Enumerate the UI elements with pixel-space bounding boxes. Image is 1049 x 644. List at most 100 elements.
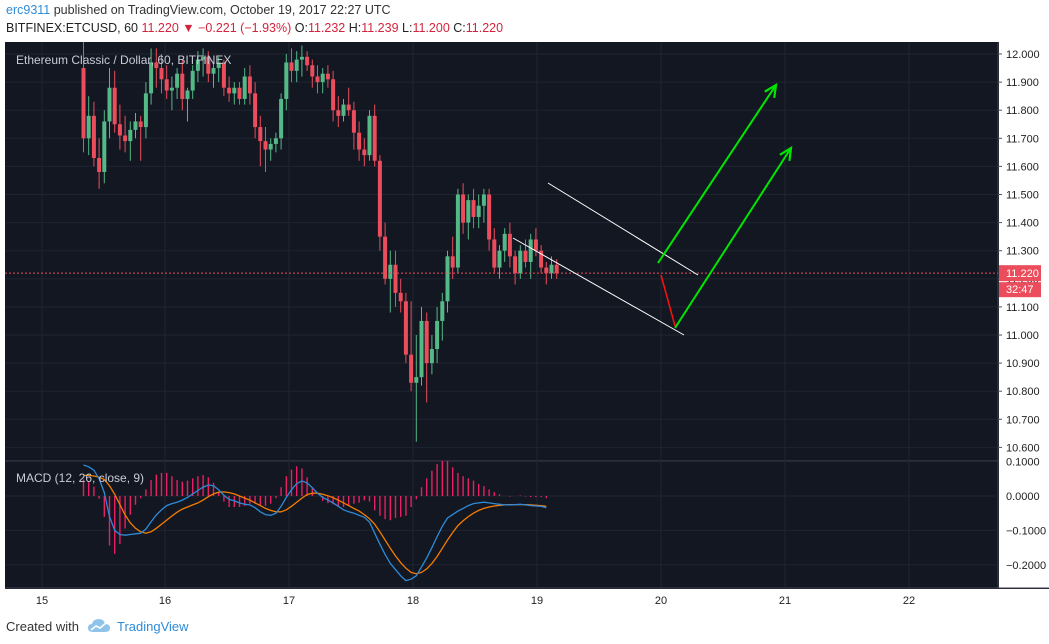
y-tick-label: 11.800 [1006,105,1039,117]
candle-body [149,62,154,94]
projection-arrow-upper [657,84,777,264]
x-tick-label: 21 [779,595,791,607]
publish-info: erc9311 published on TradingView.com, Oc… [6,3,391,17]
candle-body [341,104,346,116]
candle-body [263,141,268,150]
chart-area[interactable]: Ethereum Classic / Dollar, 60, BITFINEX M… [5,39,1049,612]
candle-body [409,354,414,383]
y-tick-label: 10.800 [1006,386,1040,398]
candle-body [190,70,195,91]
down-triangle-icon: ▼ [182,21,195,35]
candle-body [549,264,554,274]
macd-layer [82,460,547,582]
y-tick-label: 11.500 [1006,190,1039,202]
macd-tick-label: −0.1000 [1006,525,1046,537]
last-price: 11.220 [141,21,179,35]
candle-body [372,115,377,161]
tradingview-link[interactable]: TradingView [116,618,189,634]
candles-layer [5,39,998,442]
chart-svg[interactable]: Ethereum Classic / Dollar, 60, BITFINEX M… [5,39,1049,612]
symbol-bar: BITFINEX:ETCUSD, 60 11.220 ▼ −0.221 (−1.… [6,21,503,35]
close-label: C: [453,21,466,35]
drop-projection-line [660,274,676,327]
candle-body [336,110,341,116]
projection-arrow-upper-head [764,82,778,99]
candle-body [487,194,492,240]
candle-body [159,68,164,80]
candle-body [97,157,102,173]
y-tick-label: 10.700 [1006,414,1040,426]
candle-body [237,87,242,99]
macd-tick-label: 0.0000 [1006,491,1040,503]
countdown-tag [999,282,1041,298]
candle-body [216,62,221,69]
open-value: 11.232 [307,21,346,35]
candle-body [362,149,367,156]
candle-body [138,121,143,128]
candle-body [539,250,544,268]
candle-body [346,104,351,111]
candle-body [268,143,273,150]
channel-lower-line [512,237,685,336]
symbol-label: BITFINEX:ETCUSD, 60 [6,21,138,35]
candle-body [143,93,148,128]
low-value: 11.200 [412,21,450,35]
candle-body [175,73,180,88]
low-label: L: [402,21,413,35]
grid-lines [5,42,1049,612]
candle-body [461,194,466,223]
candle-body [476,205,481,217]
candle-body [294,59,299,71]
candle-body [367,115,372,156]
publish-text: published on TradingView.com, October 19… [53,3,391,17]
candle-body [180,73,185,99]
candle-body [419,320,424,378]
candle-body [455,194,460,268]
candle-body [305,56,310,66]
y-tick-label: 11.700 [1006,133,1039,145]
time-axis-strip [5,589,1049,612]
projection-arrow-lower-head [779,145,793,162]
candle-body [107,87,112,122]
axes-layer: 15 16 17 18 19 20 21 22 12.000 11.900 11.800 11.700… [36,49,1046,607]
candle-body [424,320,429,364]
candle-body [242,76,247,99]
tradingview-cloud-icon [87,619,110,632]
open-label: O: [294,21,308,35]
candle-body [320,73,325,83]
candle-body [523,250,528,262]
candle-body [227,87,232,94]
candle-body [435,320,440,350]
y-tick-label: 11.000 [1006,330,1039,342]
x-tick-label: 15 [36,595,48,607]
candle-body [206,56,211,74]
y-tick-label: 11.100 [1006,302,1039,314]
candle-body [81,68,86,139]
x-tick-label: 20 [655,595,667,607]
candle-body [513,256,518,274]
candle-body [284,62,289,99]
candle-body [247,76,252,94]
candle-body [185,90,190,99]
candle-body [357,132,362,150]
candle-body [528,239,533,262]
signal-line [83,474,547,575]
candle-body [351,110,356,133]
candle-body [414,377,419,383]
candle-body [102,121,107,173]
candle-body [195,59,200,71]
last-price-tag [999,265,1041,282]
candle-body [518,250,523,274]
y-tick-label: 11.900 [1006,77,1039,89]
candle-body [211,68,216,74]
macd-line [83,464,547,582]
candle-body [554,264,559,274]
candle-body [507,233,512,257]
candle-body [315,76,320,83]
candle-body [112,87,117,125]
candle-body [258,127,263,142]
x-tick-label: 18 [407,595,419,607]
macd-pane-title: MACD (12, 26, close, 9) [16,471,144,485]
author-link[interactable]: erc9311 [6,3,51,17]
candle-body [299,56,304,60]
